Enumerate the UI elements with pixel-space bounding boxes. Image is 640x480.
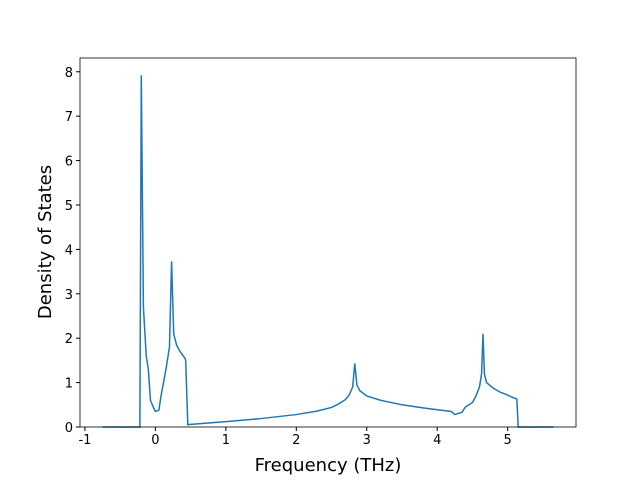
y-axis-label: Density of States <box>35 165 56 319</box>
y-tick-label: 2 <box>65 332 73 347</box>
plot-frame <box>79 57 577 428</box>
x-tick-label: 4 <box>433 433 441 448</box>
y-tick-label: 1 <box>65 377 73 392</box>
x-tick-label: -1 <box>78 433 91 448</box>
y-tick-label: 7 <box>65 110 73 125</box>
x-tick-label: 1 <box>222 433 230 448</box>
y-tick-label: 3 <box>65 288 73 303</box>
y-tick-label: 5 <box>65 199 73 214</box>
line <box>102 75 554 428</box>
x-tick-label: 0 <box>151 433 159 448</box>
x-tick-label: 2 <box>292 433 300 448</box>
y-tick-label: 6 <box>65 155 73 170</box>
y-tick-label: 0 <box>65 421 73 436</box>
y-tick-label: 8 <box>65 66 73 81</box>
y-tick-label: 4 <box>65 243 73 258</box>
x-axis-label: Frequency (THz) <box>255 455 402 476</box>
x-tick-label: 5 <box>504 433 512 448</box>
x-tick-label: 3 <box>363 433 371 448</box>
